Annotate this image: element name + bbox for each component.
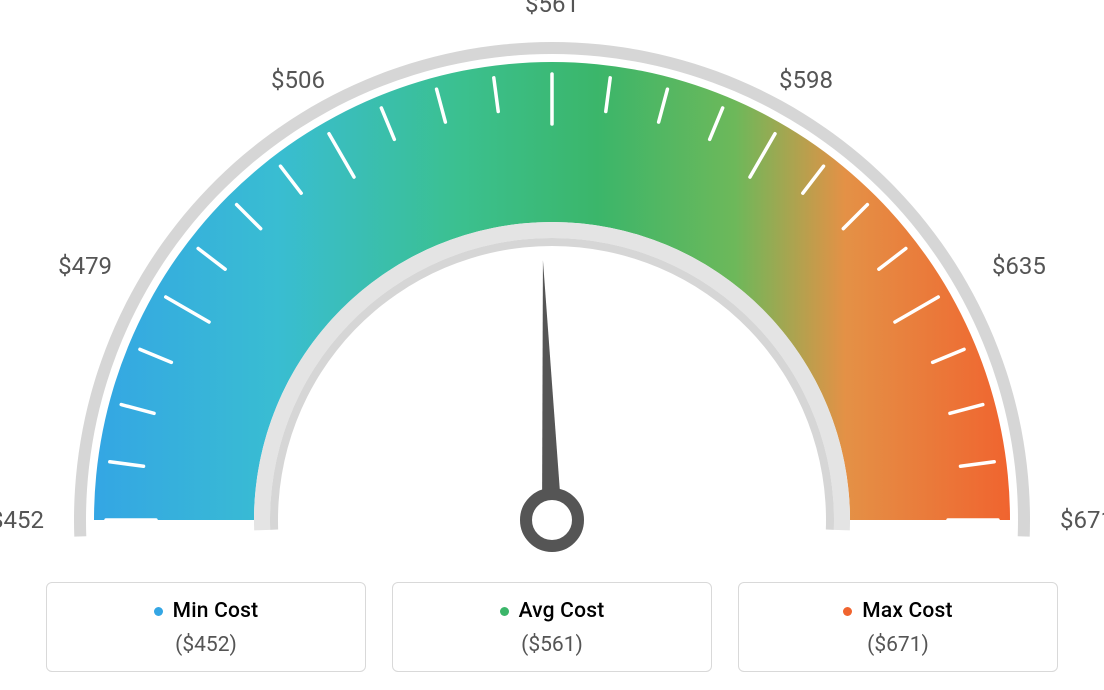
legend-min-value: ($452) — [47, 633, 365, 657]
gauge-tick-label: $671 — [1060, 506, 1104, 534]
legend-card-avg: Avg Cost ($561) — [392, 582, 712, 672]
legend-row: Min Cost ($452) Avg Cost ($561) Max Cost… — [0, 582, 1104, 672]
legend-avg-dot — [500, 607, 509, 616]
legend-card-min: Min Cost ($452) — [46, 582, 366, 672]
gauge-tick-label: $561 — [525, 0, 579, 18]
gauge-needle — [542, 260, 562, 520]
legend-max-value: ($671) — [739, 633, 1057, 657]
legend-min-label: Min Cost — [173, 599, 259, 623]
legend-min-label-wrap: Min Cost — [154, 599, 259, 623]
gauge-tick-label: $598 — [779, 66, 833, 94]
legend-max-label: Max Cost — [862, 599, 953, 623]
gauge-tick-label: $506 — [271, 66, 325, 94]
legend-avg-value: ($561) — [393, 633, 711, 657]
gauge-tick-label: $479 — [58, 252, 112, 280]
cost-gauge-widget: $452 $479 $506 $561 $598 $635 $671 Min Cost ($… — [0, 0, 1104, 690]
gauge-svg: $452 $479 $506 $561 $598 $635 $671 — [0, 0, 1104, 560]
gauge-tick-label: $635 — [992, 252, 1046, 280]
legend-card-max: Max Cost ($671) — [738, 582, 1058, 672]
gauge-tick-label: $452 — [0, 506, 44, 534]
legend-max-dot — [843, 607, 852, 616]
legend-max-label-wrap: Max Cost — [843, 599, 953, 623]
legend-min-dot — [154, 607, 163, 616]
legend-avg-label: Avg Cost — [519, 599, 605, 623]
legend-avg-label-wrap: Avg Cost — [500, 599, 605, 623]
gauge-needle-hub — [526, 494, 578, 546]
gauge-area: $452 $479 $506 $561 $598 $635 $671 — [0, 0, 1104, 560]
